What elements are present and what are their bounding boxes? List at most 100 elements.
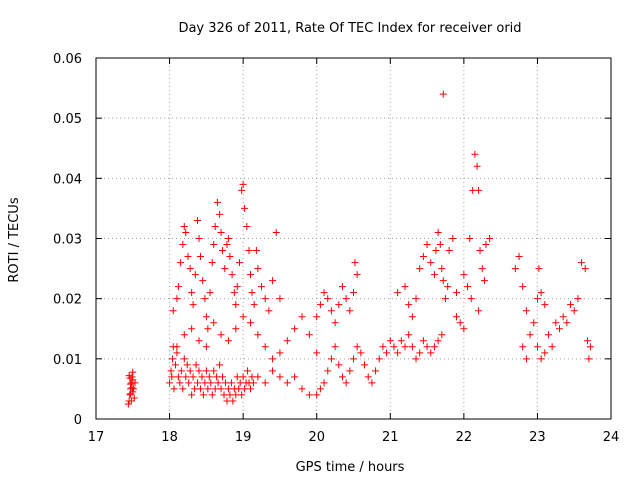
data-point [272,228,280,236]
data-point [129,368,137,376]
data-point [541,301,549,309]
data-point [221,265,229,273]
data-point [235,385,243,393]
data-point [249,379,257,387]
data-point [460,325,468,333]
data-point [223,397,231,405]
data-point [316,301,324,309]
data-point [291,325,299,333]
data-point [430,271,438,279]
data-point [127,390,135,398]
data-point [283,379,291,387]
data-point [372,367,380,375]
data-point [346,367,354,375]
data-point [453,289,460,297]
data-point [368,379,376,387]
data-point [191,385,199,393]
x-tick-label: 22 [456,430,473,445]
data-point [241,385,249,393]
data-point [248,289,256,297]
data-point [467,295,475,303]
data-point [192,361,200,369]
y-tick-label: 0.02 [53,293,82,308]
data-point [574,295,582,303]
data-point [235,259,243,267]
data-point [198,373,206,381]
data-point [127,380,135,388]
data-point [179,385,187,393]
data-point [353,271,361,279]
data-point [559,313,567,321]
data-point [427,259,435,267]
data-point [243,222,251,230]
data-point [265,307,273,315]
x-tick-label: 18 [161,430,178,445]
data-point [127,397,135,405]
data-point [261,379,269,387]
data-point [201,295,209,303]
data-point [188,391,196,399]
data-point [208,259,216,267]
data-point [220,391,228,399]
data-point [316,385,324,393]
data-point [208,391,216,399]
y-axis-label: ROTI / TECUs [7,197,22,282]
data-point [258,283,266,291]
data-point [453,313,460,321]
data-point [184,253,192,261]
data-point [533,343,541,351]
data-point [578,259,586,267]
data-point [567,301,575,309]
data-point [226,253,234,261]
data-point [383,349,391,357]
data-point [204,325,212,333]
data-point [173,295,181,303]
data-point [223,241,231,249]
data-point [544,331,552,339]
data-point [131,379,139,387]
data-point [216,361,224,369]
data-point [475,307,483,315]
data-point [217,331,225,339]
data-point [482,241,490,249]
data-point [519,283,527,291]
data-point [219,247,227,255]
data-point [217,228,225,236]
x-tick-label: 19 [235,430,252,445]
data-point [182,373,190,381]
y-tick-label: 0.06 [53,52,82,67]
data-point [338,283,346,291]
data-point [169,355,177,363]
data-point [173,343,181,351]
data-point [236,379,244,387]
data-point [217,385,225,393]
data-point [570,307,578,315]
x-axis-label: GPS time / hours [296,460,405,475]
data-point [269,277,277,285]
data-point [238,186,246,194]
data-point [261,295,269,303]
data-point [276,349,284,357]
data-point [241,204,249,212]
data-point [394,289,402,297]
data-point [196,385,204,393]
x-tick-label: 24 [603,430,620,445]
data-point [342,295,350,303]
data-point [476,247,484,255]
data-point [179,241,187,249]
data-point [207,379,215,387]
data-point [541,349,549,357]
data-point [335,361,343,369]
data-point [228,271,236,279]
data-point [471,150,479,158]
data-point [583,337,591,345]
data-point [276,295,284,303]
data-point [166,379,174,387]
data-point [342,379,350,387]
data-point [185,379,193,387]
data-point [548,343,556,351]
data-point [199,391,207,399]
data-point [515,253,523,261]
data-point [469,186,477,194]
data-point [186,367,194,375]
